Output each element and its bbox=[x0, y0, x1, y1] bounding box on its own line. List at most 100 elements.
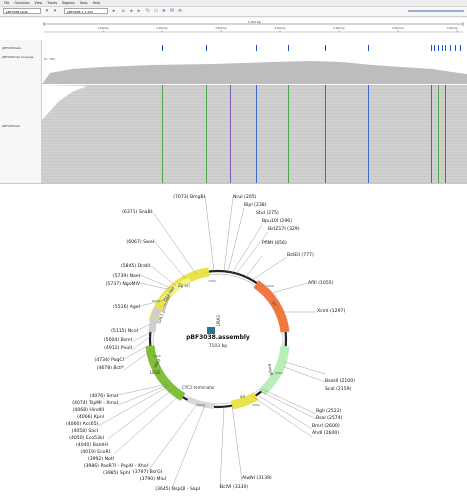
cursor-icon[interactable]: ➤ bbox=[161, 8, 167, 14]
menu-bar: File Genomes View Tracks Regions Tools H… bbox=[0, 0, 467, 7]
scale-label: 6000 bbox=[152, 299, 160, 303]
right-site-leaders bbox=[219, 196, 326, 489]
site-label-mlui[interactable]: (3790) MluI bbox=[140, 476, 166, 482]
site-label-tspmi-xmai[interactable]: (4074) TspMI - XmaI bbox=[72, 400, 118, 406]
feature-ori[interactable] bbox=[253, 280, 290, 333]
center-line-icon[interactable]: ≡ bbox=[177, 8, 183, 14]
forward-arrow-icon[interactable]: ▸ bbox=[137, 8, 141, 14]
site-label-swai[interactable]: (6067) SwaI bbox=[126, 239, 154, 245]
site-label-pvuii[interactable]: (4912) PvuII bbox=[104, 345, 132, 351]
site-label-bclvi[interactable]: BclVI (3330) bbox=[220, 484, 248, 490]
site-label-blpi[interactable]: BlpI (238) bbox=[244, 202, 267, 208]
roi-icon[interactable]: ▭ bbox=[153, 8, 159, 14]
site-label-agei[interactable]: (5516) AgeI bbox=[113, 304, 140, 310]
scale-label: 3000 bbox=[252, 403, 260, 407]
site-label-bsmi[interactable]: (5004) BsmI bbox=[104, 337, 132, 343]
site-label-hindiii[interactable]: (4068) HindIII bbox=[73, 407, 104, 413]
track-name-alignments[interactable]: pBF3038.bam bbox=[2, 125, 21, 128]
site-label-bmgbi[interactable]: (7073) BmgBI bbox=[173, 194, 205, 200]
site-label-stui[interactable]: StuI (275) bbox=[256, 210, 279, 216]
feature-m13-fwd[interactable] bbox=[160, 277, 192, 303]
site-label-noti[interactable]: (3992) NotI bbox=[88, 456, 114, 462]
site-label-naei[interactable]: (5739) NaeI bbox=[113, 273, 140, 279]
menu-view[interactable]: View bbox=[34, 1, 43, 5]
feature-ampr[interactable] bbox=[258, 345, 290, 396]
back-arrow-icon[interactable]: ◂ bbox=[129, 8, 133, 14]
site-label-bpu10i[interactable]: Bpu10I (296) bbox=[262, 218, 292, 224]
feature-label: LEU2 bbox=[150, 370, 161, 375]
site-label-eco53ki[interactable]: (4050) Eco53kI bbox=[69, 435, 104, 441]
feature-ori-2[interactable] bbox=[231, 392, 259, 410]
plasmid-length: 7103 bp bbox=[209, 343, 228, 349]
ruler-tick-label: 7,000 bp bbox=[446, 26, 458, 30]
site-label-pflmi[interactable]: PflMI (656) bbox=[262, 240, 287, 246]
menu-tools[interactable]: Tools bbox=[79, 1, 88, 5]
site-label-bmri[interactable]: BmrI (2600) bbox=[312, 423, 340, 429]
variant-marks bbox=[162, 45, 461, 51]
site-label-paer7i-pspxi-xhoi[interactable]: (3986) PaeR7I - PspXI - XhoI bbox=[84, 463, 148, 469]
site-label-snabi[interactable]: (6371) SnaBI bbox=[122, 209, 152, 215]
sequence-track bbox=[42, 44, 467, 53]
tracks-graphic: [0 - 100] bbox=[42, 44, 467, 183]
feature-cyc1-terminator[interactable] bbox=[186, 396, 215, 409]
site-label-alwni[interactable]: AlwNI (3139) bbox=[242, 475, 272, 481]
coverage-range-label: [0 - 100] bbox=[44, 57, 55, 61]
popup-info-icon[interactable]: ✉ bbox=[169, 8, 175, 14]
coverage-profile bbox=[42, 61, 467, 84]
ruler-graphic: 7,103 bp 1,000 bp 2,000 bp 3,000 bp 4,00… bbox=[43, 20, 464, 33]
site-label-bstz17i[interactable]: BstZ17I (329) bbox=[268, 226, 300, 232]
site-label-bamhi[interactable]: (4040) BamHI bbox=[76, 442, 108, 448]
site-label-bspqi-sapi[interactable]: (3645) BspQI - SapI bbox=[155, 486, 200, 492]
site-label-saci[interactable]: (4058) SacI bbox=[72, 428, 98, 434]
feature-label: HIS3 bbox=[153, 358, 162, 369]
go-icon[interactable]: ▸ bbox=[112, 8, 116, 14]
feature-gal1-promoter[interactable] bbox=[148, 306, 162, 333]
site-label-aflii[interactable]: AflII (1055) bbox=[308, 280, 334, 286]
plasmid-map: Zp ori GAL1 promoter URA3 AmpR ori CYC1 … bbox=[0, 184, 467, 492]
site-label-ecori[interactable]: (4019) EcoRI bbox=[80, 449, 110, 455]
site-label-nrui[interactable]: NruI (205) bbox=[233, 194, 257, 200]
home-icon[interactable]: ⌂ bbox=[121, 8, 125, 14]
site-label-draiii[interactable]: (5845) DraIII bbox=[121, 263, 150, 269]
site-label-acc65i[interactable]: (4060) Acc65I bbox=[66, 421, 98, 427]
site-label-bsteii[interactable]: BstEII (777) bbox=[287, 252, 314, 258]
feature-label: URA3 bbox=[216, 315, 221, 326]
site-label-scai[interactable]: ScaI (2159) bbox=[325, 386, 352, 392]
backbone-circle bbox=[148, 269, 288, 409]
site-label-sphi[interactable]: (3985) SphI bbox=[103, 470, 130, 476]
site-label-bsrgi[interactable]: (3797) BsrGI bbox=[133, 469, 162, 475]
toolbar: pBF3038.fasta ▾ ▾ pBF3038:1-7,103 ▸ ⌂ ◂ … bbox=[0, 7, 467, 17]
feature-ura3[interactable] bbox=[207, 327, 215, 334]
feature-leu2[interactable] bbox=[145, 345, 186, 401]
menu-file[interactable]: File bbox=[4, 1, 10, 5]
feature-label: Zp ori bbox=[178, 283, 190, 288]
scale-label: 1000 bbox=[266, 284, 274, 288]
site-label-paqci[interactable]: (4734) PaqCI bbox=[94, 357, 124, 363]
refresh-icon[interactable]: ↻ bbox=[145, 8, 151, 14]
site-label-ahdi[interactable]: AhdI (2640) bbox=[312, 430, 339, 436]
menu-help[interactable]: Help bbox=[92, 1, 100, 5]
site-label-kpni[interactable]: (4066) KpnI bbox=[77, 414, 104, 420]
ruler-ticks: 1,000 bp 2,000 bp 3,000 bp 4,000 bp 5,00… bbox=[97, 26, 458, 32]
chromosome-select-icon[interactable]: ▾ bbox=[45, 8, 49, 14]
site-label-ncoi[interactable]: (5115) NcoI bbox=[111, 328, 138, 334]
menu-regions[interactable]: Regions bbox=[62, 1, 75, 5]
site-label-bgli[interactable]: BglI (2522) bbox=[316, 408, 342, 414]
site-label-xcmi[interactable]: XcmI (1297) bbox=[317, 308, 345, 314]
ruler-tick-label: 2,000 bp bbox=[156, 26, 168, 30]
data-panel[interactable]: [0 - 100] bbox=[42, 40, 467, 183]
site-label-bsahi[interactable]: BsaHI (2100) bbox=[325, 378, 355, 384]
track-name-coverage[interactable]: pBF3038.bam Coverage bbox=[2, 56, 34, 59]
site-label-smai[interactable]: (4076) SmaI bbox=[90, 393, 118, 399]
chromosome-dropdown-icon[interactable]: ▾ bbox=[53, 8, 57, 14]
backbone-inner bbox=[152, 273, 284, 405]
track-name-sequence[interactable]: pBF3038.fasta bbox=[2, 47, 21, 50]
menu-genomes[interactable]: Genomes bbox=[14, 1, 30, 5]
site-label-ngomiv[interactable]: (5737) NgoMIV bbox=[106, 281, 141, 287]
zoom-slider[interactable] bbox=[408, 10, 464, 12]
locus-input[interactable]: pBF3038:1-7,103 bbox=[64, 8, 108, 14]
genome-select[interactable]: pBF3038.fasta bbox=[3, 8, 41, 14]
menu-tracks[interactable]: Tracks bbox=[47, 1, 58, 5]
site-label-bsai[interactable]: BsaI (2574) bbox=[316, 415, 343, 421]
site-label-bcli[interactable]: (4678) BclI* bbox=[97, 365, 125, 371]
